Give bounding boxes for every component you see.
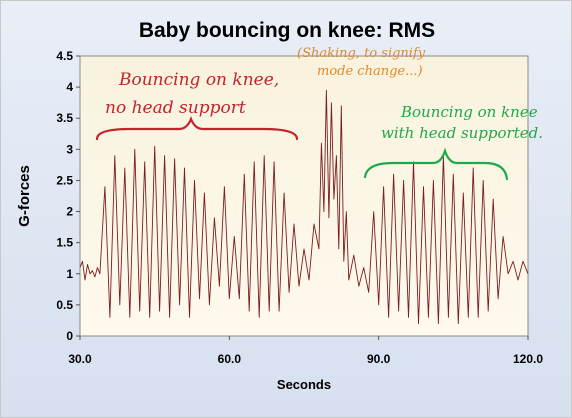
annotation-text: no head support bbox=[105, 98, 246, 118]
y-tick-label: 4.5 bbox=[56, 49, 73, 63]
x-tick-label: 30.0 bbox=[68, 352, 92, 366]
annotation-text: with head supported. bbox=[381, 124, 543, 142]
y-tick-label: 2 bbox=[66, 205, 73, 219]
annotation-head-supported: Bouncing on knee with head supported. bbox=[363, 103, 543, 181]
y-axis: 0 0.5 1 1.5 2 2.5 3 3.5 4 4.5 bbox=[56, 49, 80, 343]
chart-title: Baby bouncing on knee: RMS bbox=[139, 19, 435, 42]
annotation-text: Bouncing on knee bbox=[400, 103, 538, 121]
y-tick-label: 3.5 bbox=[56, 111, 73, 125]
brace-icon bbox=[95, 116, 299, 141]
annotation-text: (Shaking, to signify bbox=[297, 46, 426, 61]
plot-area bbox=[79, 55, 529, 337]
annotation-text: Bouncing on knee, bbox=[118, 70, 279, 90]
y-tick-label: 1.5 bbox=[56, 236, 73, 250]
annotation-no-head-support: Bouncing on knee, no head support bbox=[95, 70, 299, 141]
y-tick-label: 1 bbox=[66, 267, 73, 281]
y-axis-title: G-forces bbox=[16, 165, 33, 227]
x-tick-label: 60.0 bbox=[218, 352, 242, 366]
x-tick-label: 120.0 bbox=[513, 352, 543, 366]
y-tick-label: 0 bbox=[66, 329, 73, 343]
annotation-mode-change: (Shaking, to signify mode change...) bbox=[297, 46, 426, 79]
annotation-text: mode change...) bbox=[317, 64, 423, 79]
y-tick-label: 3 bbox=[66, 142, 73, 156]
x-tick-label: 90.0 bbox=[367, 352, 391, 366]
x-axis-title: Seconds bbox=[277, 377, 331, 392]
series-line bbox=[79, 89, 529, 325]
y-tick-label: 4 bbox=[66, 80, 73, 94]
x-axis: 30.0 60.0 90.0 120.0 bbox=[68, 336, 543, 366]
brace-icon bbox=[363, 147, 509, 181]
y-tick-label: 0.5 bbox=[56, 298, 73, 312]
y-tick-label: 2.5 bbox=[56, 173, 73, 187]
